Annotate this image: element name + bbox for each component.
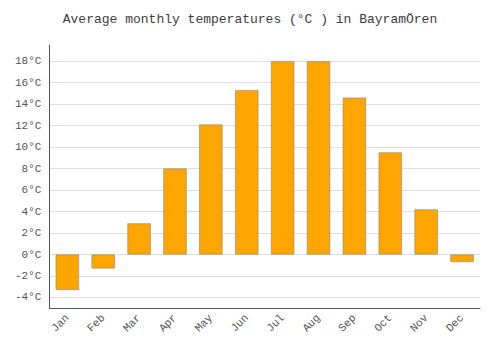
svg-text:16°C: 16°C: [15, 77, 42, 89]
svg-text:Oct: Oct: [372, 312, 394, 334]
svg-text:May: May: [193, 312, 216, 335]
svg-text:6°C: 6°C: [22, 184, 42, 196]
svg-text:8°C: 8°C: [22, 163, 42, 175]
svg-text:Average monthly temperatures (: Average monthly temperatures (°C ) in Ba…: [63, 12, 437, 27]
svg-text:0°C: 0°C: [22, 249, 42, 261]
svg-text:18°C: 18°C: [15, 55, 42, 67]
svg-text:14°C: 14°C: [15, 98, 42, 110]
svg-text:-2°C: -2°C: [15, 270, 42, 282]
svg-text:-4°C: -4°C: [15, 291, 42, 303]
svg-text:Feb: Feb: [85, 312, 107, 334]
svg-text:12°C: 12°C: [15, 120, 42, 132]
svg-text:Apr: Apr: [157, 312, 179, 334]
svg-text:4°C: 4°C: [22, 206, 42, 218]
svg-text:Sep: Sep: [336, 312, 358, 334]
svg-text:Aug: Aug: [300, 312, 322, 334]
svg-text:Jul: Jul: [264, 312, 286, 334]
svg-text:Dec: Dec: [444, 312, 466, 334]
svg-text:Mar: Mar: [121, 312, 143, 334]
svg-text:Jun: Jun: [229, 312, 251, 334]
svg-text:Nov: Nov: [408, 312, 431, 335]
svg-text:10°C: 10°C: [15, 141, 42, 153]
svg-text:2°C: 2°C: [22, 227, 42, 239]
svg-text:Jan: Jan: [49, 312, 71, 334]
